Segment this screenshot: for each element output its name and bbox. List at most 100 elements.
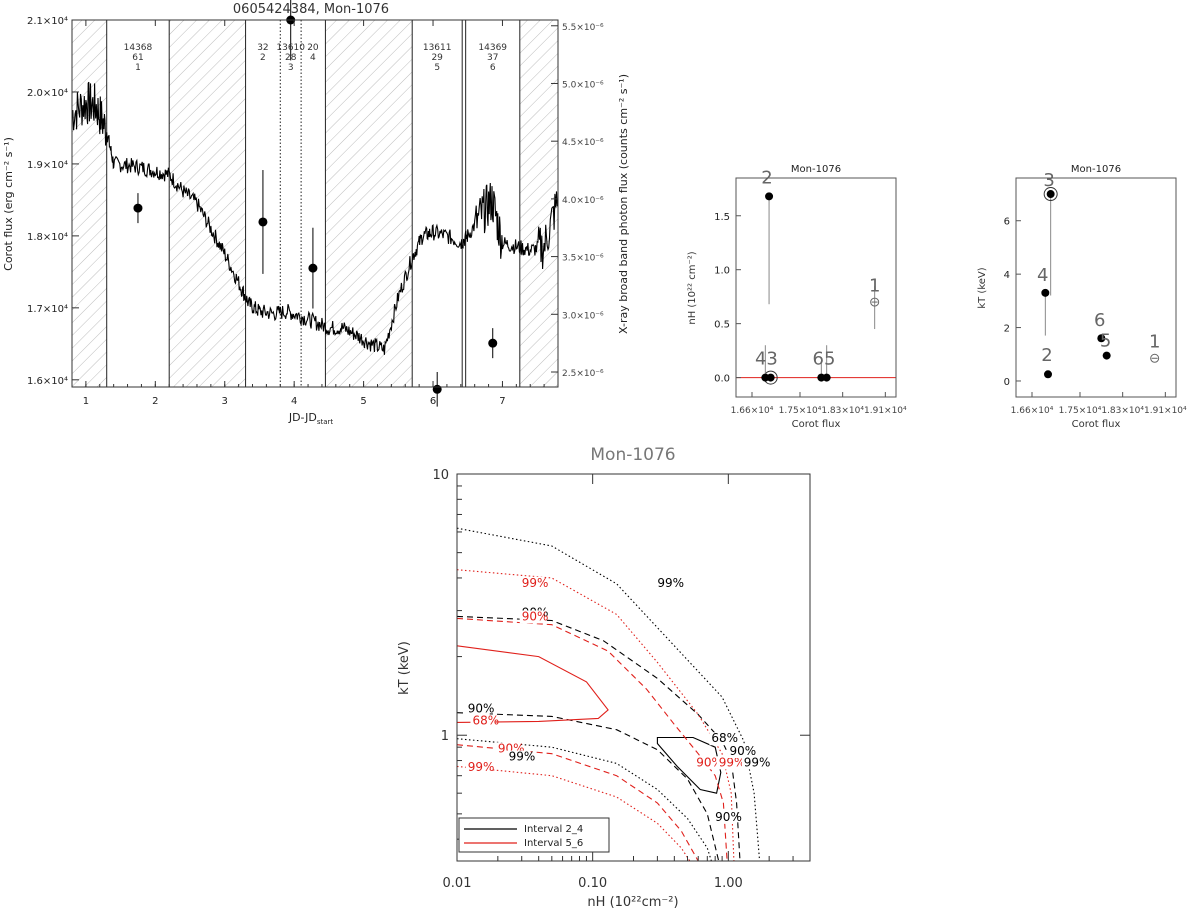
segment-label: 3 [288,63,294,73]
segment-label: 14368 [124,43,153,53]
data-point [1041,288,1050,297]
legend-box [458,817,610,853]
contour-x-ticks: 0.01 0.10 1.00 [443,474,811,891]
hatched-interval [169,20,246,387]
contour-frame [456,473,811,862]
point-label: 6 [1094,310,1105,331]
x-tick-label: 2 [152,396,158,407]
data-point [1097,334,1106,343]
hatched-regions [72,20,558,387]
data-point [1046,190,1055,199]
point-label: 43 [755,349,778,370]
contour-level-label: 99% [744,755,771,769]
kt-x-ticks: 1.66×10⁴ 1.75×10⁴ 1.83×10⁴ 1.91×10⁴ [1011,392,1187,416]
hatched-interval [325,20,413,387]
data-point [1102,351,1111,360]
contour-panel: Mon-1076 99%99%90%90%90%68%90%99%99%68%9… [397,445,811,910]
contour-99-line [457,765,691,861]
x-tick-label: 1.83×10⁴ [1101,406,1144,416]
xray-point [308,263,318,273]
contour-xlabel: nH (10²²cm⁻²) [587,895,678,910]
x-tick-label: 1.91×10⁴ [864,406,907,416]
kt-ylabel: kT (keV) [977,267,988,308]
segment-label: 14369 [478,43,507,53]
x-tick-label: 3 [222,396,228,407]
x-tick-label: 1.83×10⁴ [821,406,864,416]
contour-level-label: 90% [696,755,723,769]
lightcurve-ylabel-left: Corot flux (erg cm⁻² s⁻¹) [2,137,15,271]
y-tick-label: 4 [1004,270,1010,281]
lightcurve-title: 0605424384, Mon-1076 [233,2,389,17]
contour-label-bg [713,810,738,824]
kt-point-labels: 1 2 3 4 56 [1037,170,1160,366]
contour-level-labels: 99%99%90%90%90%68%90%99%99%68%90%99%90%9… [465,576,771,824]
x-tick-label: 5 [360,396,366,407]
contour-level-label: 99% [522,576,549,590]
nh-frame [735,177,897,398]
lightcurve-x-ticks: 1 2 3 4 5 6 7 [83,20,545,407]
data-point [817,373,826,382]
contour-label-bg [519,576,544,590]
contour-level-label: 90% [715,810,742,824]
x-tick-label: 0.01 [443,876,472,891]
y-tick-label: 0.0 [714,374,730,385]
y-tick-label: 1.0 [714,266,730,277]
legend-label-interval-5-6: Interval 5_6 [524,838,583,849]
y-tick-label: 4.0×10⁻⁶ [562,196,604,206]
segment-label: 6 [490,63,496,73]
data-point-ring [1043,187,1058,202]
lightcurve-y-ticks-right: 2.5×10⁻⁶ 3.0×10⁻⁶ 3.5×10⁻⁶ 4.0×10⁻⁶ 4.5×10⁻⁶… [551,23,604,379]
lightcurve-frame [71,19,559,388]
y-tick-label: 4.5×10⁻⁶ [562,138,604,148]
y-tick-label: 3.5×10⁻⁶ [562,254,604,264]
y-tick-label: 3.0×10⁻⁶ [562,311,604,321]
nh-y-ticks: 0.0 0.5 1.0 1.5 [714,212,741,385]
contour-label-bg [727,745,752,759]
y-tick-label: 2.0×10⁴ [27,88,68,99]
hatched-interval [72,20,107,387]
nh-ylabel: nH (10²² cm⁻²) [687,251,698,324]
y-tick-label: 6 [1004,217,1010,228]
y-tick-label: 0 [1004,377,1010,388]
y-tick-label: 2.1×10⁴ [27,16,68,27]
data-point [765,192,774,201]
contour-label-bg [465,702,490,716]
contour-90-line [457,712,720,861]
lightcurve-panel: 0605424384, Mon-1076 1436861132213610283… [2,0,630,426]
point-label: 65 [813,349,836,370]
contour-level-label: 99% [509,750,536,764]
segment-label: 37 [487,53,498,63]
point-label: 3 [1043,170,1054,191]
y-tick-label: 1 [441,729,449,744]
xray-point [488,338,498,348]
kt-points [1041,187,1160,379]
segment-label: 32 [257,43,268,53]
nh-title: Mon-1076 [791,164,841,175]
segment-label: 1 [135,63,141,73]
contour-level-label: 68% [711,731,738,745]
y-tick-label: 1.5 [714,212,730,223]
nh-xlabel: Corot flux [792,419,841,430]
kt-frame [1015,177,1177,398]
lightcurve-line [72,81,558,355]
x-tick-label: 1 [83,396,89,407]
x-tick-label: 1.91×10⁴ [1144,406,1187,416]
segment-label: 29 [431,53,443,63]
contour-level-label: 90% [522,609,549,623]
point-label: 1 [1149,332,1160,353]
contour-label-bg [465,760,490,774]
y-tick-label: 1.7×10⁴ [27,304,68,315]
point-label: 2 [1041,345,1052,366]
y-tick-label: 2.5×10⁻⁶ [562,369,604,379]
lightcurve-y-ticks-left: 1.6×10⁴ 1.7×10⁴ 1.8×10⁴ 1.9×10⁴ 2.0×10⁴ 2.1×1… [27,16,79,387]
interval-boundaries [106,20,521,387]
segment-label: 4 [310,53,316,63]
confidence-contours [457,527,761,861]
segment-label: 28 [285,53,297,63]
y-tick-label: 10 [432,468,449,483]
legend-label-interval-2-4: Interval 2_4 [524,824,583,835]
xray-point [432,384,442,394]
data-point-open [1150,353,1160,363]
